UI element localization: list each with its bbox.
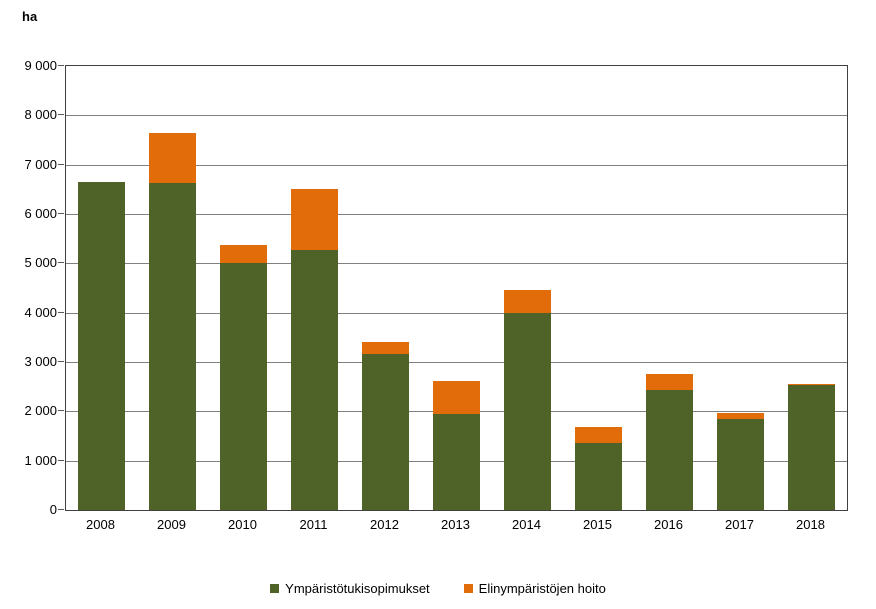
y-axis-tick: [58, 262, 64, 263]
bar-segment-2017-green: [717, 419, 764, 510]
x-tick-label: 2011: [299, 517, 328, 532]
bar-2011: [291, 189, 338, 510]
y-axis-tick: [58, 312, 64, 313]
y-axis-tick: [58, 509, 64, 510]
bar-segment-2012-green: [362, 354, 409, 510]
gridline: [66, 313, 847, 314]
y-tick-label: 6 000: [24, 206, 57, 221]
x-tick-label: 2013: [441, 517, 470, 532]
legend-swatch-orange: [463, 584, 473, 593]
y-tick-label: 5 000: [24, 255, 57, 270]
y-axis-tick: [58, 213, 64, 214]
legend-item-ymparistotukisopimukset: Ympäristötukisopimukset: [270, 582, 430, 595]
legend-label: Ympäristötukisopimukset: [285, 581, 430, 596]
bar-segment-2013-orange: [433, 380, 480, 414]
x-tick-label: 2014: [512, 517, 541, 532]
legend: Ympäristötukisopimukset Elinympäristöjen…: [0, 582, 876, 595]
y-axis-tick: [58, 164, 64, 165]
bar-2008: [78, 181, 125, 510]
bar-2010: [220, 245, 267, 510]
y-tick-label: 2 000: [24, 403, 57, 418]
bar-2012: [362, 342, 409, 510]
bar-segment-2018-orange: [788, 383, 835, 386]
x-tick-label: 2018: [796, 517, 825, 532]
bar-segment-2016-orange: [646, 374, 693, 391]
y-axis-tick: [58, 65, 64, 66]
y-axis-tick: [58, 114, 64, 115]
x-tick-label: 2017: [725, 517, 754, 532]
y-axis-tick: [58, 460, 64, 461]
bar-segment-2011-green: [291, 249, 338, 510]
bar-segment-2013-green: [433, 413, 480, 510]
bar-2018: [788, 383, 835, 510]
y-tick-label: 3 000: [24, 354, 57, 369]
y-tick-label: 4 000: [24, 305, 57, 320]
x-tick-label: 2010: [228, 517, 257, 532]
bar-segment-2012-orange: [362, 342, 409, 355]
y-axis-tick: [58, 410, 64, 411]
x-tick-label: 2009: [157, 517, 186, 532]
bar-segment-2015-orange: [575, 427, 622, 443]
bar-segment-2018-green: [788, 385, 835, 510]
y-axis-tick: [58, 361, 64, 362]
x-tick-label: 2012: [370, 517, 399, 532]
bar-segment-2009-orange: [149, 133, 196, 183]
x-tick-label: 2015: [583, 517, 612, 532]
x-tick-label: 2008: [86, 517, 115, 532]
y-axis-unit-label: ha: [22, 9, 38, 24]
bar-segment-2010-green: [220, 263, 267, 510]
bar-2013: [433, 380, 480, 510]
bar-segment-2017-orange: [717, 413, 764, 420]
legend-swatch-green: [270, 584, 280, 593]
bar-segment-2011-orange: [291, 189, 338, 250]
legend-item-elinymparistojen-hoito: Elinympäristöjen hoito: [463, 581, 606, 596]
x-tick-label: 2016: [654, 517, 683, 532]
bar-2017: [717, 413, 764, 510]
legend-label: Elinympäristöjen hoito: [478, 581, 606, 596]
bar-segment-2014-green: [504, 312, 551, 510]
gridline: [66, 165, 847, 166]
plot-area: [65, 65, 848, 511]
bar-segment-2008-green: [78, 181, 125, 510]
gridline: [66, 362, 847, 363]
bar-segment-2015-green: [575, 442, 622, 510]
y-tick-label: 9 000: [24, 58, 57, 73]
bar-segment-2010-orange: [220, 245, 267, 264]
bar-segment-2016-green: [646, 390, 693, 510]
gridline: [66, 115, 847, 116]
y-tick-label: 8 000: [24, 107, 57, 122]
y-tick-label: 1 000: [24, 453, 57, 468]
y-tick-label: 7 000: [24, 157, 57, 172]
gridline: [66, 214, 847, 215]
gridline: [66, 263, 847, 264]
bar-2014: [504, 289, 551, 510]
bar-2009: [149, 133, 196, 510]
bar-segment-2009-green: [149, 182, 196, 510]
y-tick-label: 0: [49, 502, 57, 517]
bar-segment-2014-orange: [504, 289, 551, 313]
bar-2016: [646, 374, 693, 510]
bar-2015: [575, 427, 622, 510]
